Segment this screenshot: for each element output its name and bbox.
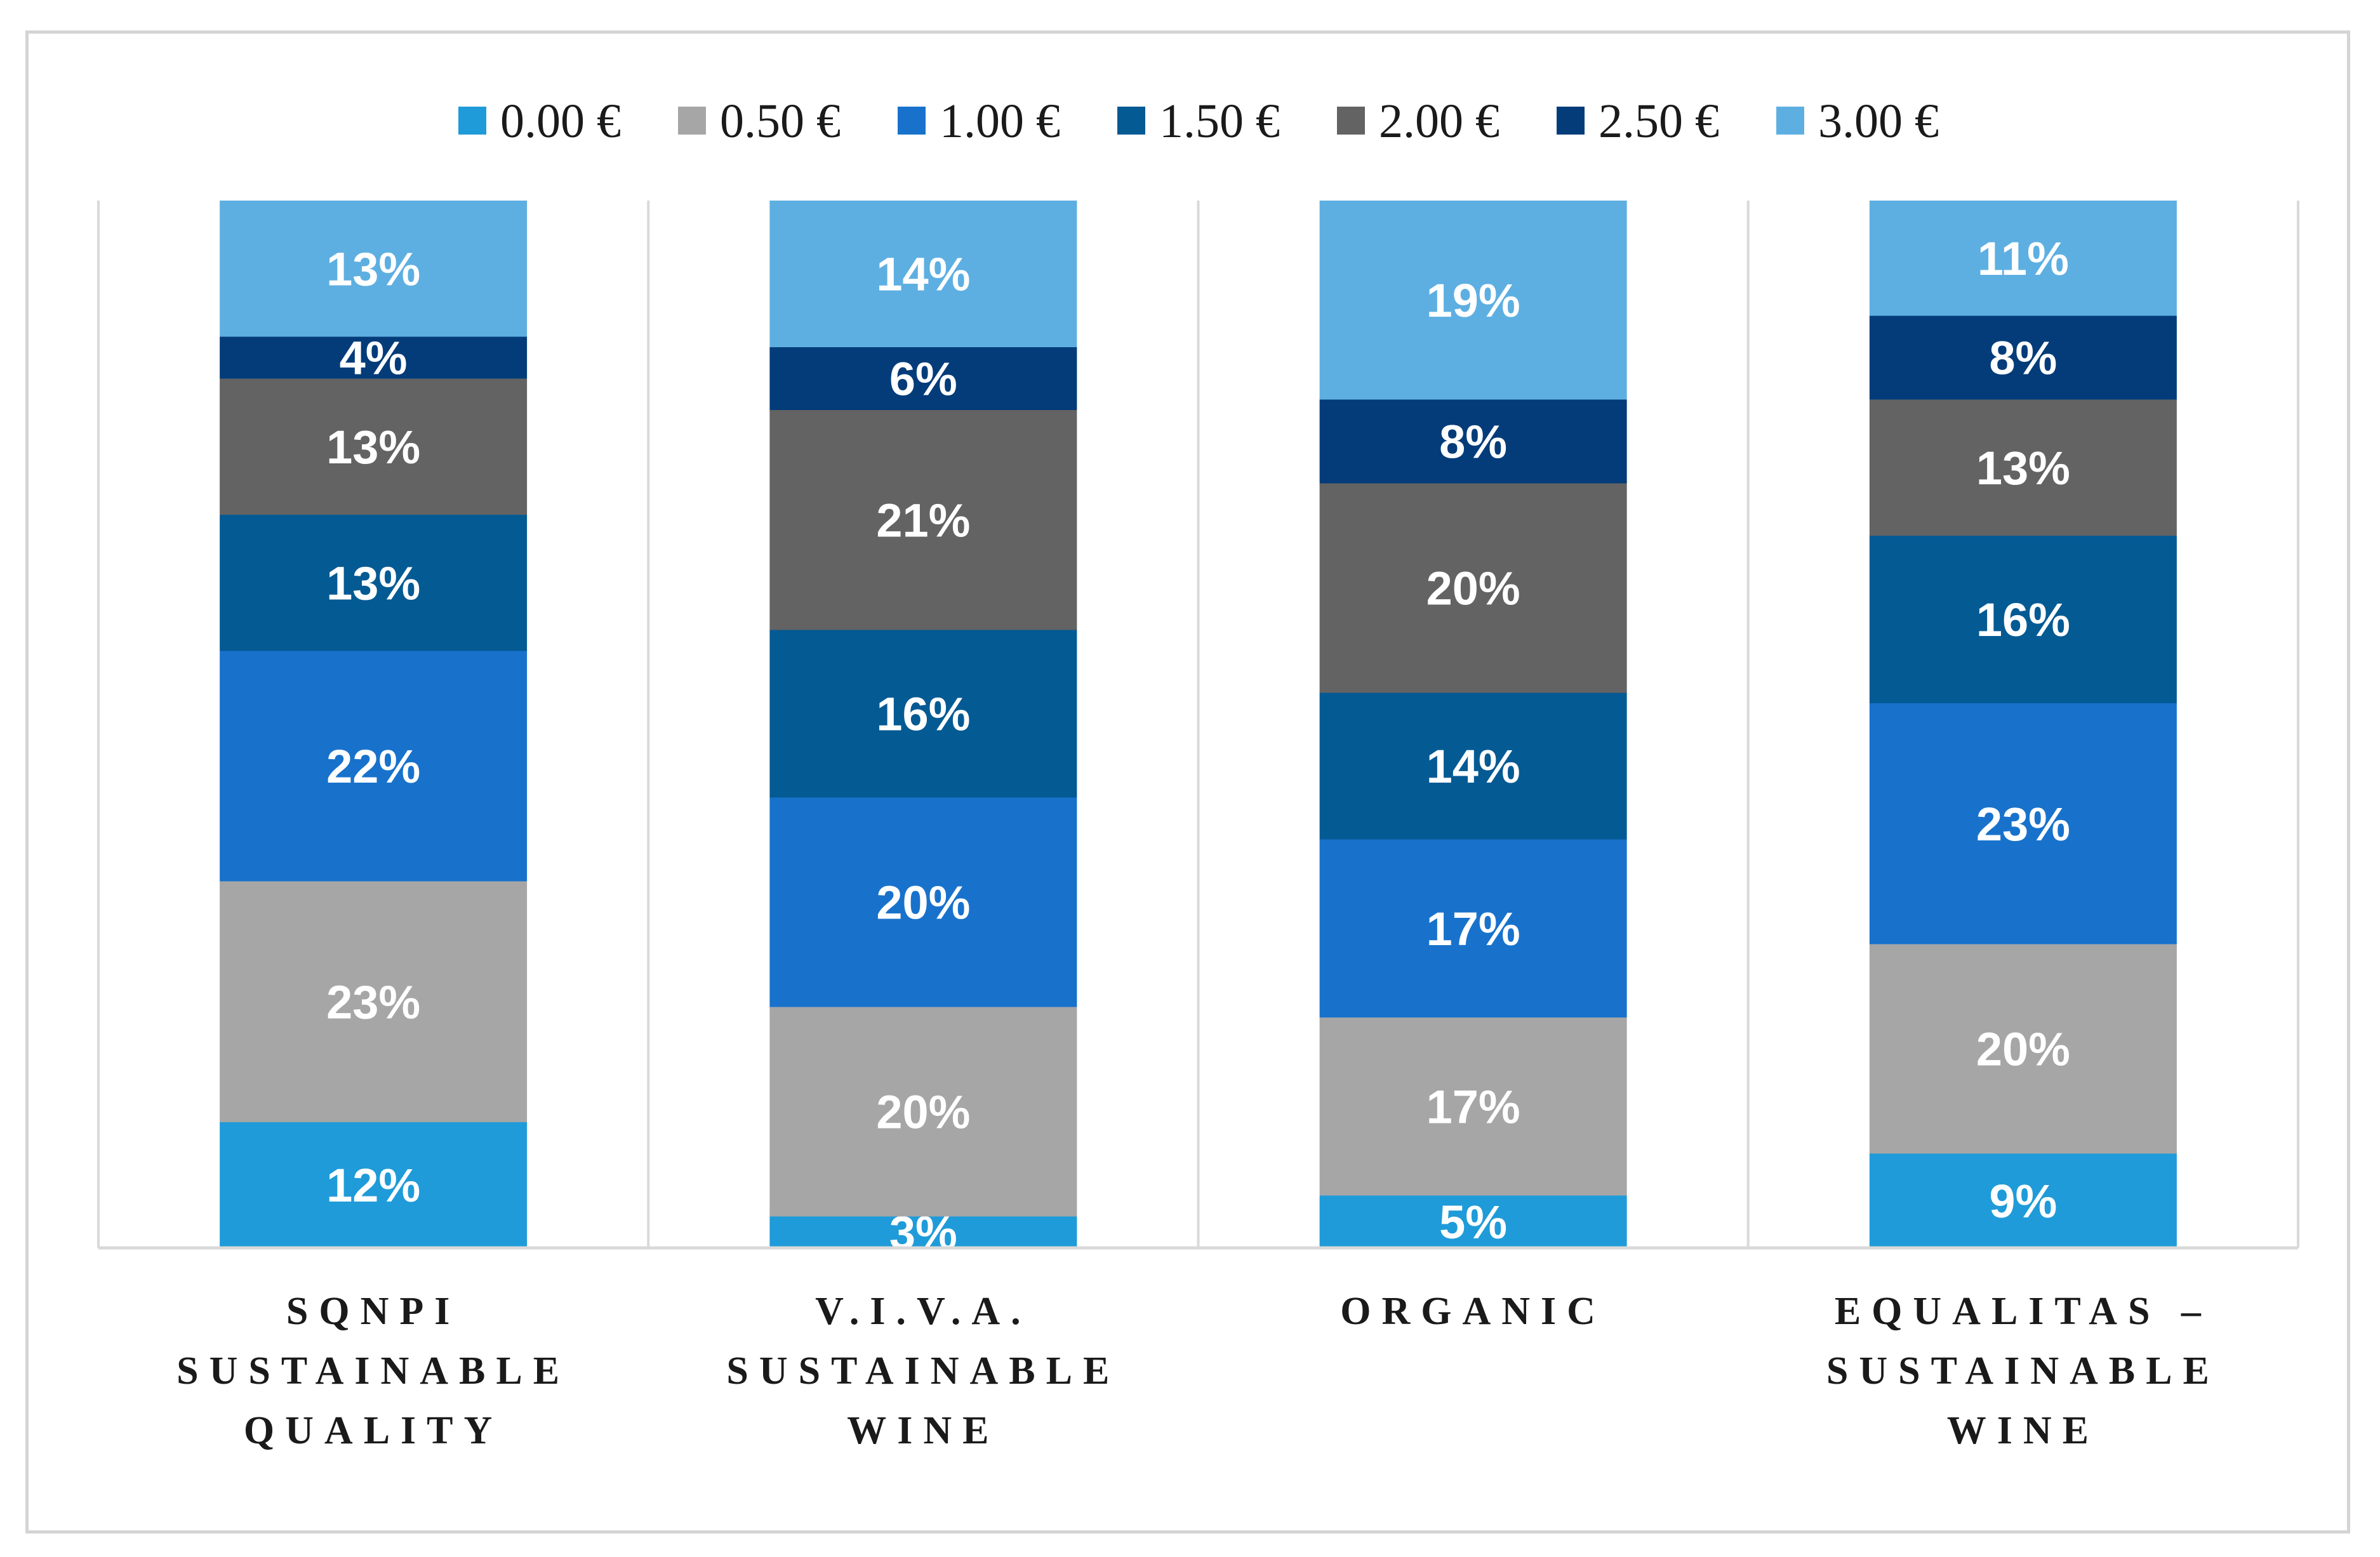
data-label: 22% [326,740,420,793]
legend-item: 1.00 € [898,95,1060,148]
legend-item: 2.00 € [1337,95,1499,148]
data-label: 16% [1976,593,2070,646]
bar-segment [220,336,528,379]
legend-label: 2.00 € [1379,95,1499,148]
data-label: 14% [876,248,970,301]
data-label: 14% [1426,740,1520,793]
bar-segment [1869,1153,2177,1248]
legend-item: 0.00 € [458,95,621,148]
data-label: 5% [1439,1196,1507,1249]
bar-segment [1869,944,2177,1154]
bar-segment [1869,703,2177,944]
legend-swatch [1337,107,1365,135]
legend-swatch [1557,107,1585,135]
data-label: 13% [1976,442,2070,494]
data-label: 20% [1976,1023,2070,1076]
data-label: 11% [1978,232,2069,285]
category-label: SUSTAINABLE [176,1349,570,1393]
bar-segment [1869,536,2177,703]
bar-segment [220,201,528,337]
data-label: 21% [876,494,970,547]
bar-stack-3: 5% 17% 17% 14% 20% 8% 19% [1319,201,1627,1249]
bar-segment [769,1216,1077,1248]
legend-swatch [1117,107,1145,135]
legend-item: 2.50 € [1557,95,1719,148]
data-label: 23% [326,976,420,1028]
data-label: 6% [889,353,957,406]
bar-segment [220,651,528,882]
data-label: 16% [876,688,970,741]
data-label: 20% [876,877,970,929]
data-label: 8% [1439,416,1507,468]
bar-segment [1869,201,2177,316]
bar-segment [220,378,528,515]
legend-item: 1.50 € [1117,95,1280,148]
bar-segment [1319,399,1627,484]
bar-segment [769,347,1077,410]
legend-item: 0.50 € [678,95,841,148]
bar-stack-1: 12% 23% 22% 13% 13% 4% 13% [220,201,528,1248]
legend-label: 3.00 € [1818,95,1939,148]
legend: 0.00 € 0.50 € 1.00 € 1.50 € 2.00 € 2.50 € 3.00… [458,95,1939,148]
category-label: SUSTAINABLE [1826,1349,2220,1393]
data-label: 13% [326,557,420,609]
category-label: V.I.V.A. [815,1290,1031,1333]
legend-swatch [678,107,706,135]
category-label: EQUALITAS – [1835,1290,2212,1333]
category-label: SUSTAINABLE [726,1349,1120,1393]
data-label: 12% [326,1159,420,1212]
bar-stack-2: 3%20%20%16%21%6%14% [769,201,1077,1259]
data-label: 17% [1426,1080,1520,1133]
bar-segment [1319,201,1627,400]
bar-segment [769,410,1077,630]
category-label: ORGANIC [1340,1290,1606,1333]
bar-segment [1319,839,1627,1017]
data-label: 23% [1976,798,2070,851]
legend-swatch [458,107,486,135]
bar-segment [1319,483,1627,693]
legend-label: 1.00 € [940,95,1060,148]
bar-segment [769,1007,1077,1217]
category-label: SQNPI [286,1290,460,1333]
bar-segment [1319,1195,1627,1248]
bar-segment [769,201,1077,347]
data-label: 19% [1426,274,1520,327]
bar-segment [220,1122,528,1248]
bar-segment [1319,692,1627,840]
x-axis: SQNPI SUSTAINABLE QUALITY V.I.V.A. SUSTAINAB… [98,1246,2298,1452]
bar-segment [220,881,528,1122]
category-label: WINE [1947,1409,2099,1452]
plot-area: 12%23%22%13%13%4%13%3%20%20%16%21%6%14%5… [97,201,2299,1259]
bar-segment [769,630,1077,798]
bar-stack-4: 9% 20% 23% 16% 13% 8% 11% [1869,201,2177,1248]
bar-segment [1869,399,2177,536]
data-label: 8% [1989,332,2057,385]
data-label: 4% [340,332,408,385]
data-label: 20% [876,1086,970,1139]
bar-segment [220,515,528,651]
legend-swatch [898,107,926,135]
data-label: 13% [326,242,420,295]
bar-segment [769,797,1077,1007]
data-label: 20% [1426,562,1520,615]
legend-label: 0.50 € [720,95,841,148]
data-label: 9% [1989,1175,2057,1228]
bar-segment [1319,1017,1627,1196]
bar-segment [1869,315,2177,400]
category-label: QUALITY [244,1409,503,1452]
data-label: 17% [1426,903,1520,955]
legend-label: 0.00 € [500,95,621,148]
category-label: WINE [847,1409,999,1452]
legend-label: 2.50 € [1599,95,1719,148]
data-label: 13% [326,421,420,474]
legend-item: 3.00 € [1776,95,1939,148]
legend-label: 1.50 € [1159,95,1280,148]
legend-swatch [1776,107,1804,135]
